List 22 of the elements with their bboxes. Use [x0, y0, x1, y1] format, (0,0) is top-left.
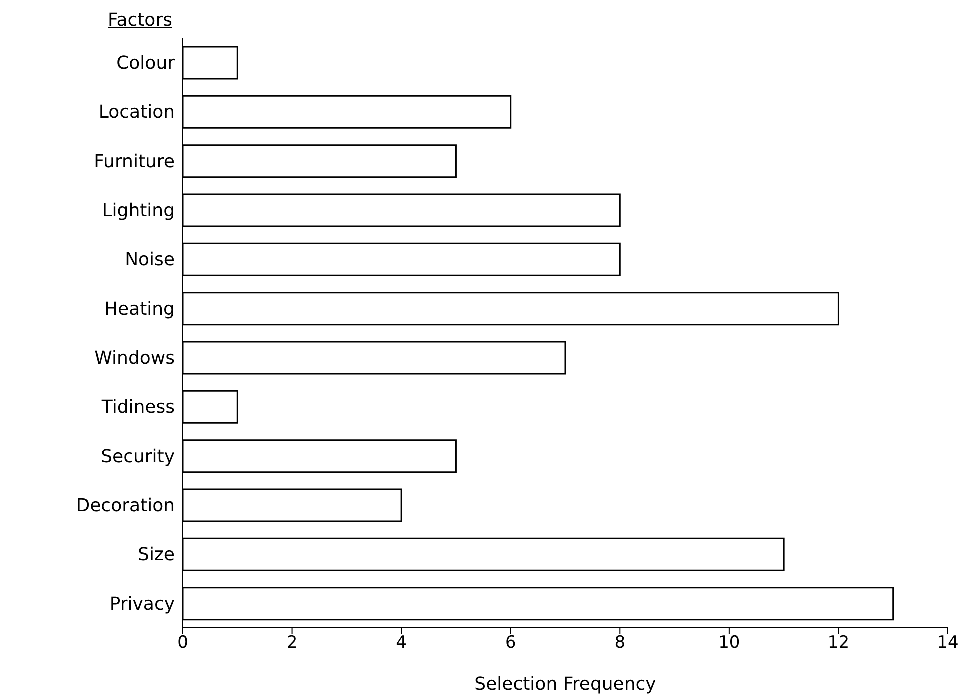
x-tick-label: 2: [286, 633, 298, 654]
y-tick-label: Lighting: [102, 200, 175, 222]
y-tick-label: Windows: [94, 348, 175, 369]
y-tick-label: Tidiness: [100, 397, 175, 418]
y-tick-label: Security: [101, 446, 176, 468]
x-tick-label: 6: [505, 633, 516, 654]
y-tick-label: Heating: [104, 298, 175, 320]
x-tick-label: 4: [396, 633, 407, 654]
x-tick-label: 12: [828, 633, 850, 654]
y-tick-label: Decoration: [76, 495, 175, 516]
y-tick-label: Size: [138, 544, 175, 566]
y-tick-label: Noise: [125, 250, 175, 271]
y-tick-label: Colour: [116, 52, 176, 74]
x-tick-label: 8: [614, 633, 626, 654]
y-tick-label: Location: [98, 102, 175, 124]
x-tick-label: 10: [718, 633, 740, 654]
y-tick-label: Privacy: [110, 594, 176, 615]
x-axis-title: Selection Frequency: [474, 674, 657, 695]
y-tick-label: Furniture: [94, 151, 175, 172]
x-tick-label: 0: [178, 633, 188, 654]
x-tick-label: 14: [937, 633, 959, 654]
y-axis-title: Factors: [108, 10, 172, 31]
